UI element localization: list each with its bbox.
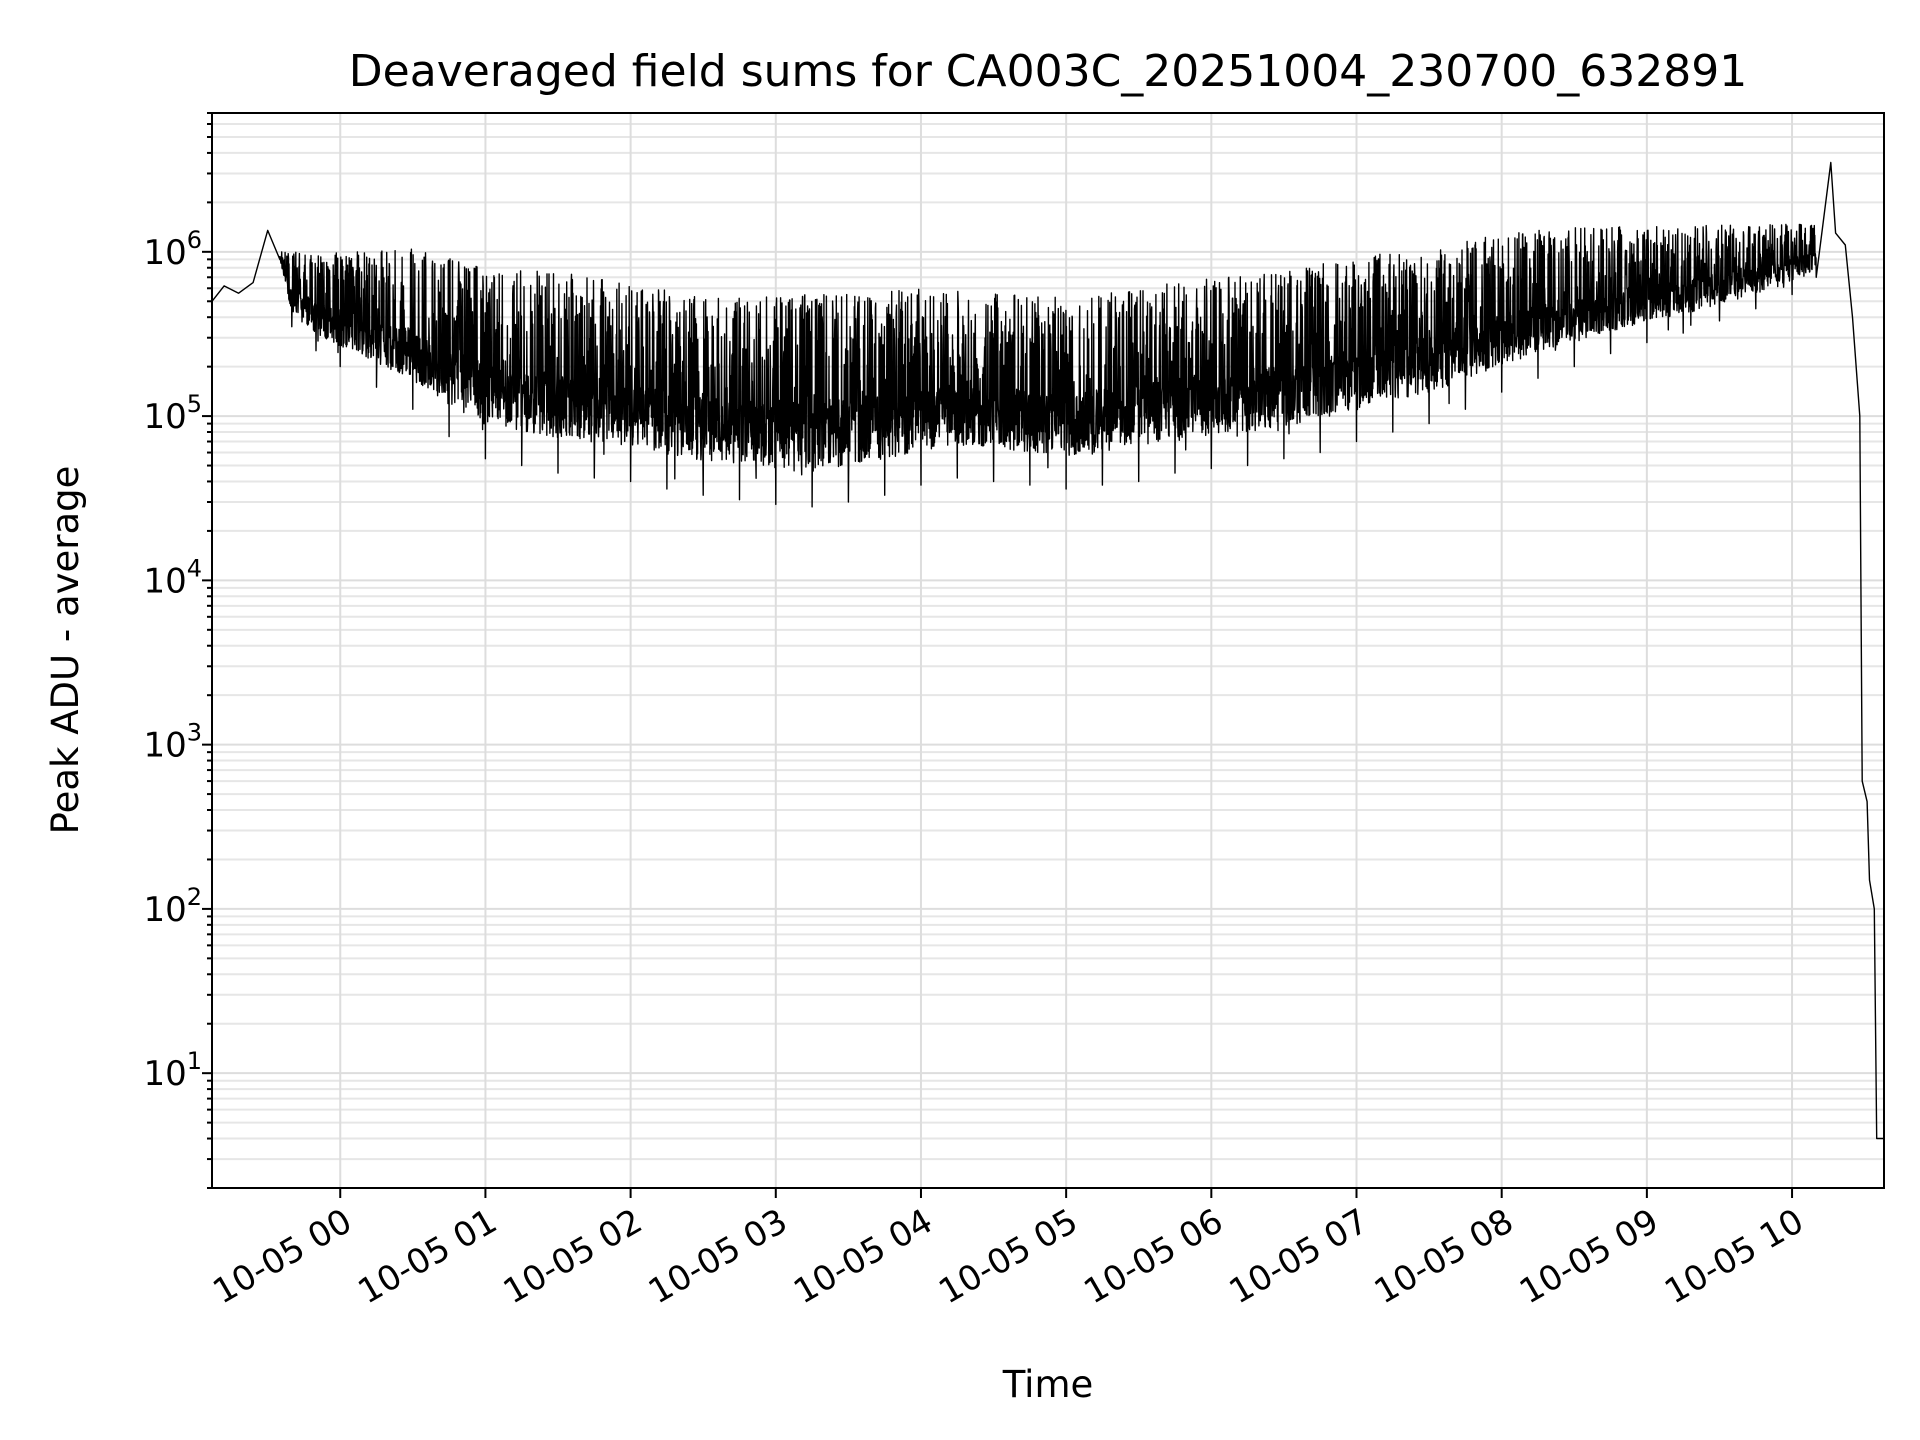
y-tick-label: 106	[143, 226, 202, 273]
y-axis: 101 102 103 104 105 106	[143, 112, 212, 1189]
chart-title: Deaveraged field sums for CA003C_2025100…	[349, 46, 1747, 97]
y-axis-label: Peak ADU - average	[44, 466, 87, 835]
y-tick-label: 101	[143, 1047, 202, 1094]
y-tick-label: 105	[143, 390, 202, 437]
plot-frame	[211, 112, 1885, 1189]
grid	[212, 112, 1884, 1189]
y-tick-label: 103	[143, 719, 202, 766]
y-tick-label: 102	[143, 883, 202, 930]
series-line-0	[211, 161, 1884, 1140]
x-axis-label: Time	[1002, 1363, 1094, 1406]
plot-series	[211, 161, 1884, 1140]
y-tick-label: 104	[143, 554, 202, 601]
